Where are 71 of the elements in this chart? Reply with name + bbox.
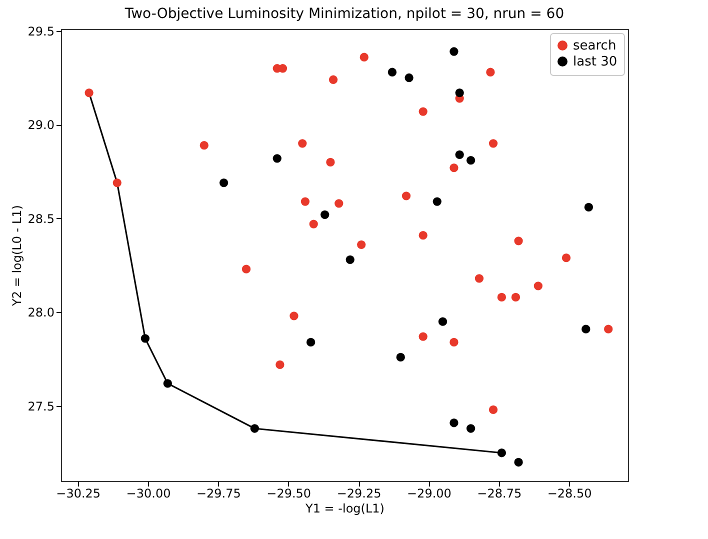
point [418,230,428,240]
point [112,178,122,188]
x-tick-label: −30.25 [56,486,101,500]
legend-label: last 30 [573,54,618,70]
y-tick-label: 29.0 [28,118,54,132]
x-tick-label: −30.00 [126,486,171,500]
x-tick-label: −29.00 [406,486,452,500]
point [511,292,520,302]
point [497,448,506,458]
chart-title: Two-Objective Luminosity Minimization, npilot = 30, nrun = 60 [124,6,564,22]
x-tick-label: −29.25 [336,486,382,500]
point [486,68,495,76]
point [584,202,594,212]
y-tick-label: 28.5 [28,212,54,226]
point [306,338,316,347]
point [320,210,330,219]
point [488,405,498,414]
point [514,458,523,467]
y-tick-label: 29.5 [28,24,54,38]
point [466,424,476,433]
point [242,264,251,274]
point [514,236,523,246]
point [272,154,282,163]
point [534,282,543,290]
point [163,379,172,388]
x-tick-label: −29.75 [196,486,241,500]
point [418,332,428,341]
y-tick-label: 28.0 [28,306,54,320]
x-tick-label: −28.75 [477,486,522,500]
y-axis-title: Y2 = log(L0 - L1) [10,205,24,307]
point [582,324,590,334]
point [84,88,94,98]
point [388,68,397,76]
point [396,352,405,362]
point [326,158,335,166]
point [474,274,484,283]
point [309,220,318,228]
point [562,253,571,262]
point [300,197,310,206]
x-tick-label: −29.50 [266,486,312,500]
point [450,47,458,56]
point [418,107,428,116]
point [402,192,411,200]
point [276,360,284,370]
legend-label: search [573,38,616,54]
point [455,88,464,98]
point [357,240,366,250]
point [140,334,150,343]
point [360,52,368,62]
point [497,292,506,302]
point [604,324,613,334]
point [450,418,458,428]
point [290,312,298,320]
point [346,255,354,264]
point [298,139,307,148]
point [438,317,448,326]
point [200,140,208,150]
x-axis-title: Y1 = -log(L1) [304,502,384,516]
point [450,338,458,347]
y-tick-label: 27.5 [28,399,54,414]
point [450,163,458,172]
point [488,139,498,148]
point [328,75,338,84]
point [432,197,442,206]
point [219,178,228,188]
point [334,199,344,208]
point [466,156,476,165]
point [250,424,260,433]
point [404,73,414,82]
point [455,150,464,159]
x-tick-label: −28.50 [547,486,592,500]
